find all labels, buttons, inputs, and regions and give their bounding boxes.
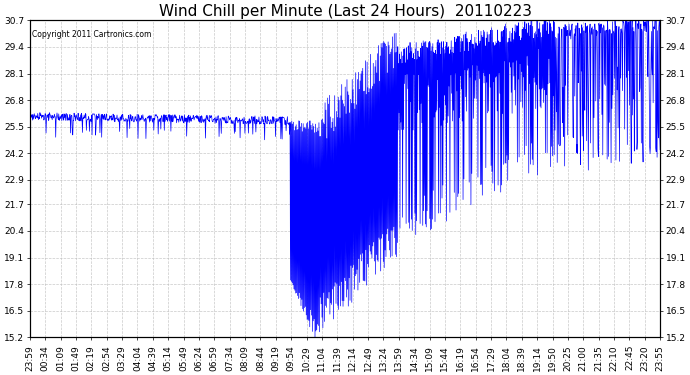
Text: Copyright 2011 Cartronics.com: Copyright 2011 Cartronics.com <box>32 30 151 39</box>
Title: Wind Chill per Minute (Last 24 Hours)  20110223: Wind Chill per Minute (Last 24 Hours) 20… <box>159 4 531 19</box>
